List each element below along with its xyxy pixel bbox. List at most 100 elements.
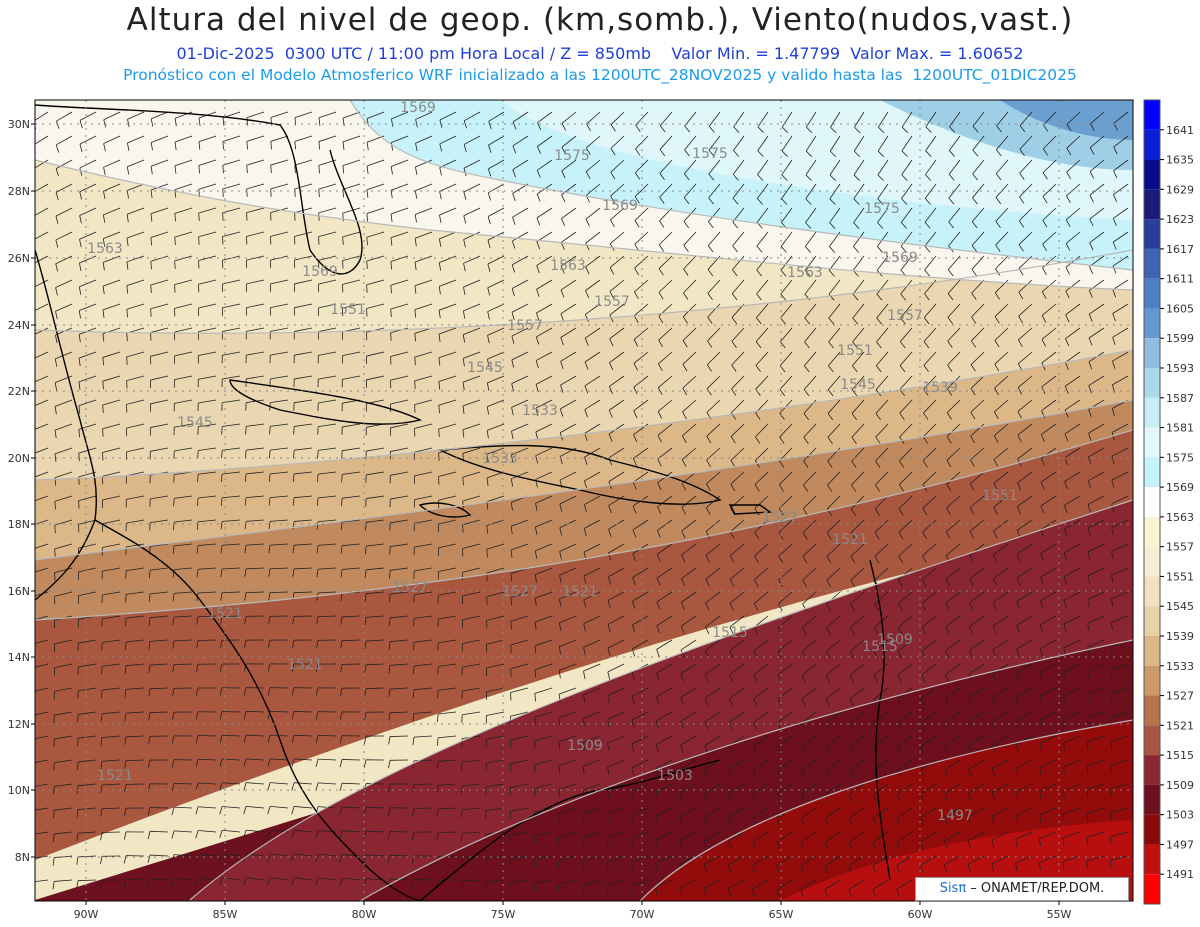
wind-barb — [1066, 183, 1081, 204]
wind-barb — [607, 711, 625, 728]
wind-barb — [366, 183, 385, 198]
wind-barb — [291, 758, 313, 767]
wind-barb — [1018, 207, 1033, 228]
wind-barb — [559, 399, 577, 417]
wind-barb — [561, 207, 577, 227]
lon-label: 60W — [908, 908, 933, 921]
wind-barb — [947, 255, 961, 277]
map-title: Altura del nivel de geop. (km,somb.), Vi… — [126, 2, 1074, 38]
colorbar-label: 1521 — [1166, 719, 1194, 732]
wind-barb — [268, 519, 289, 530]
wind-barb — [486, 639, 505, 653]
wind-barb — [245, 303, 265, 316]
wind-barb — [35, 471, 49, 478]
wind-barb — [534, 735, 553, 749]
wind-barb — [1041, 303, 1057, 323]
wind-barb — [781, 135, 793, 157]
wind-barb — [706, 375, 721, 396]
wind-barb — [1086, 831, 1105, 846]
valid-time-subtitle: 01-Dic-2025 0300 UTC / 11:00 pm Hora Loc… — [176, 44, 1024, 63]
wind-barb — [754, 495, 769, 516]
wind-barb — [318, 135, 337, 150]
wind-barb — [802, 615, 817, 635]
wind-barb — [968, 783, 985, 801]
wind-barb — [728, 855, 745, 873]
wind-barb — [390, 399, 409, 413]
colorbar-swatch — [1144, 457, 1160, 488]
wind-barb — [101, 615, 121, 627]
wind-barb — [55, 159, 73, 177]
wind-barb — [776, 831, 793, 850]
wind-barb — [35, 423, 49, 430]
wind-barb — [35, 279, 49, 288]
wind-barb — [389, 543, 409, 555]
wind-barb — [609, 327, 625, 347]
wind-barb — [387, 854, 409, 864]
wind-barb — [390, 255, 409, 270]
wind-barb — [631, 831, 649, 847]
wind-barb — [755, 375, 769, 396]
wind-barb — [805, 207, 817, 229]
wind-barb — [390, 207, 409, 222]
wind-barb — [460, 879, 481, 889]
wind-barb — [317, 447, 337, 459]
wind-barb — [947, 303, 961, 325]
wind-barb — [438, 303, 457, 319]
wind-barb — [174, 279, 193, 293]
wind-barb — [174, 231, 193, 246]
map-plot-area: 1569 1575 1575 1569 1569 1575 1569 1563 1563 1563… — [35, 100, 1133, 901]
wind-barb — [487, 351, 505, 368]
wind-barb — [606, 807, 625, 823]
wind-barb — [318, 207, 337, 221]
wind-barb — [920, 855, 937, 873]
wind-barb — [461, 687, 481, 700]
wind-barb — [804, 303, 817, 325]
wind-barb — [583, 495, 601, 513]
wind-barb — [827, 423, 841, 444]
wind-barb — [632, 567, 649, 586]
wind-barb — [608, 519, 625, 537]
wind-barb — [412, 807, 433, 817]
wind-barb — [872, 879, 889, 898]
contour-label: 1557 — [594, 294, 630, 310]
wind-barb — [853, 159, 865, 181]
wind-barb — [149, 567, 169, 579]
wind-barb — [921, 663, 937, 683]
wind-barb — [779, 375, 793, 397]
wind-barb — [582, 855, 601, 870]
wind-barb — [412, 687, 433, 698]
wind-barb — [1064, 423, 1081, 442]
wind-barb — [317, 423, 337, 435]
colorbar-swatch — [1144, 427, 1160, 458]
band-1515 — [35, 430, 1133, 860]
wind-barb — [1065, 327, 1081, 347]
wind-barb — [582, 807, 601, 822]
wind-barb — [1038, 855, 1057, 871]
wind-barb — [779, 447, 793, 468]
wind-barb — [35, 567, 49, 573]
wind-barb — [462, 543, 481, 557]
wind-barb — [1039, 663, 1057, 681]
wind-barb — [994, 327, 1009, 348]
wind-barb — [873, 615, 889, 635]
graticule — [35, 100, 1133, 901]
wind-barb — [754, 471, 769, 492]
wind-barb — [510, 447, 529, 463]
wind-barb — [560, 255, 577, 274]
colorbar-swatch — [1144, 487, 1160, 517]
wind-barb — [461, 639, 481, 652]
wind-barb — [270, 159, 289, 174]
contour-label: 1521 — [832, 532, 868, 548]
wind-barb — [754, 567, 769, 587]
wind-barb — [804, 231, 817, 253]
wind-barb — [1064, 447, 1081, 466]
wind-barb — [729, 663, 745, 683]
wind-barb — [77, 687, 97, 699]
wind-barb — [584, 351, 601, 370]
wind-barb — [1089, 207, 1105, 227]
colorbar-label: 1497 — [1166, 838, 1194, 851]
wind-barb — [316, 519, 337, 530]
wind-barb — [221, 375, 241, 388]
colorbar-swatch — [1144, 695, 1160, 726]
